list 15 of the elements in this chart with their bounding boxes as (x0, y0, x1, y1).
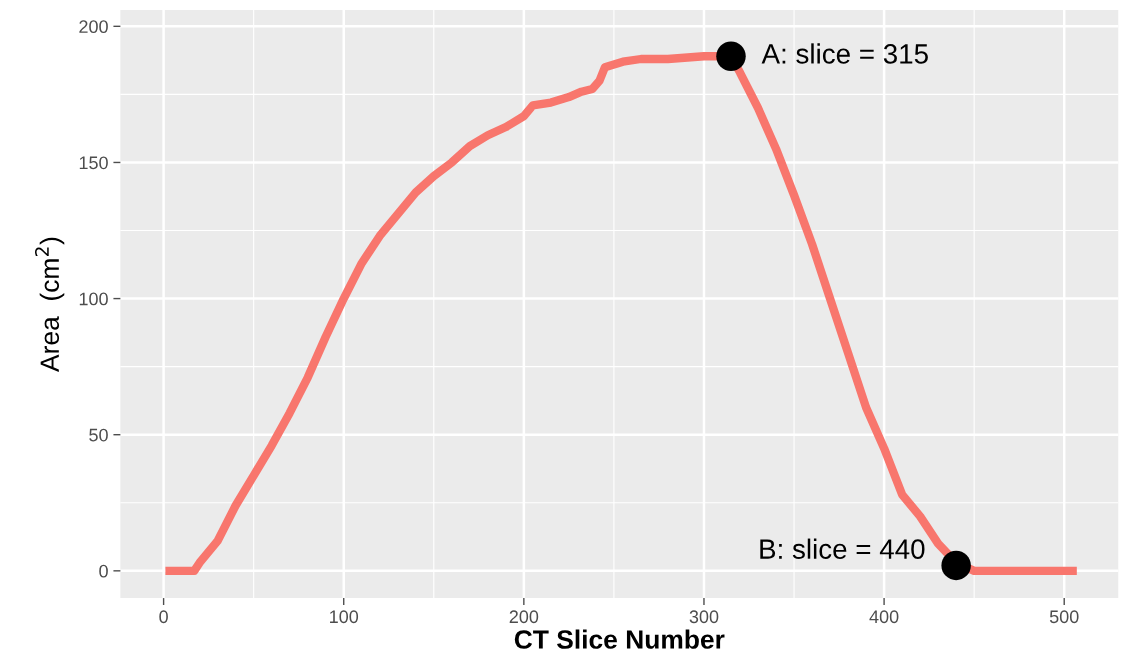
y-tick-label: 0 (99, 564, 108, 578)
x-tick-label: 400 (869, 610, 899, 624)
x-tick-label: 500 (1049, 610, 1079, 624)
y-tick-label: 100 (79, 292, 108, 306)
x-tick-label: 100 (330, 610, 359, 624)
annotation: A: slice = 315 (761, 43, 928, 64)
annotation: B: slice = 440 (760, 538, 925, 559)
x-axis-title: CT Slice Number (514, 629, 725, 649)
y-tick-label: 200 (79, 20, 108, 34)
x-tick-label: 0 (159, 610, 168, 624)
x-tick-label: 300 (689, 610, 719, 624)
y-tick-label: 150 (79, 156, 108, 170)
y-axis-title: Area (cm$^{2}$) (35, 237, 65, 372)
x-tick-label: 200 (509, 610, 539, 624)
y-tick-label: 50 (89, 428, 108, 442)
